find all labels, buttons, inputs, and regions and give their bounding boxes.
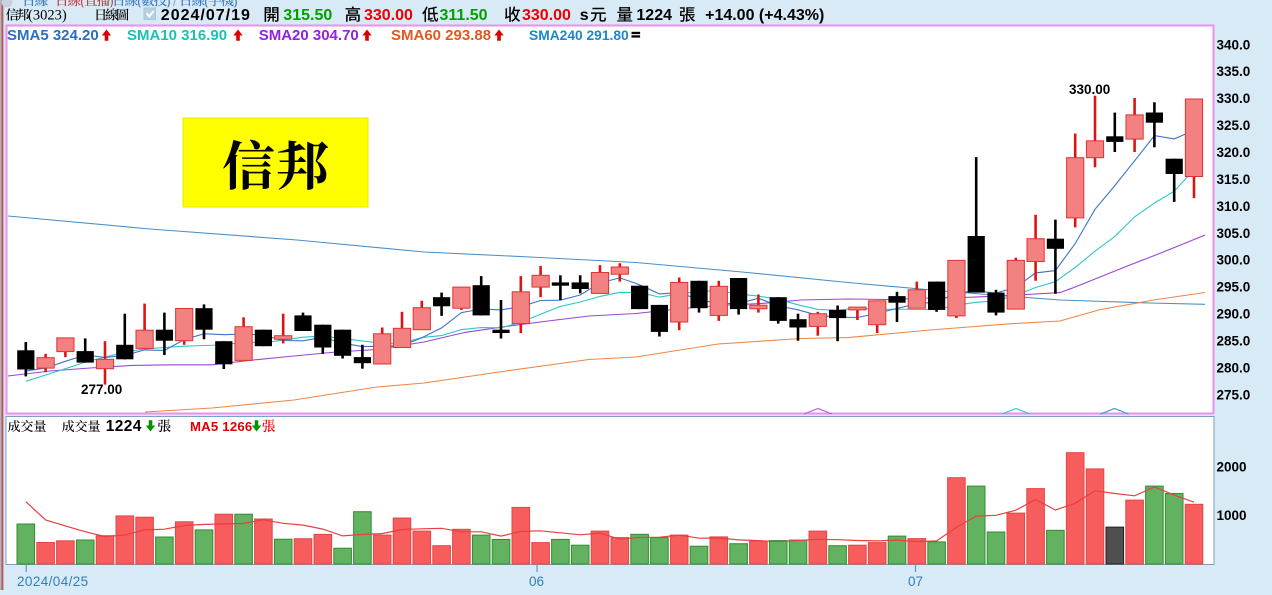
svg-text:300.0: 300.0 xyxy=(1217,253,1251,268)
svg-text:+14.00 (+4.43%): +14.00 (+4.43%) xyxy=(705,7,824,24)
svg-text:311.50: 311.50 xyxy=(440,7,488,24)
svg-text:330.0: 330.0 xyxy=(1217,91,1251,106)
svg-text:(: ( xyxy=(204,0,209,8)
svg-text:SMA240 291.80: SMA240 291.80 xyxy=(529,28,629,43)
svg-text:310.0: 310.0 xyxy=(1217,199,1251,214)
svg-text:285.0: 285.0 xyxy=(1217,334,1251,349)
svg-text:/: / xyxy=(173,0,177,9)
svg-text:SMA5 324.20: SMA5 324.20 xyxy=(7,27,99,44)
svg-text:): ) xyxy=(166,0,171,8)
svg-text:315.0: 315.0 xyxy=(1217,172,1251,187)
svg-text:06: 06 xyxy=(529,574,544,589)
svg-text:): ) xyxy=(233,0,238,8)
svg-text:): ) xyxy=(109,0,114,8)
svg-text:/: / xyxy=(106,0,110,9)
svg-text:340.0: 340.0 xyxy=(1217,37,1251,52)
svg-text:/: / xyxy=(44,0,48,9)
svg-text:MA5 1266: MA5 1266 xyxy=(190,419,252,434)
svg-text:290.0: 290.0 xyxy=(1217,307,1251,322)
svg-text:SMA20 304.70: SMA20 304.70 xyxy=(259,27,359,44)
svg-text:335.0: 335.0 xyxy=(1217,64,1251,79)
svg-text:2000: 2000 xyxy=(1217,460,1247,475)
svg-text:315.50: 315.50 xyxy=(283,7,332,24)
svg-text:330.00: 330.00 xyxy=(1069,82,1110,97)
svg-text:2024/07/19: 2024/07/19 xyxy=(161,7,251,24)
svg-text:275.0: 275.0 xyxy=(1217,387,1251,402)
svg-text:320.0: 320.0 xyxy=(1217,145,1251,160)
svg-text:1000: 1000 xyxy=(1217,508,1247,523)
svg-text:330.00: 330.00 xyxy=(364,7,413,24)
svg-text:SMA60 293.88: SMA60 293.88 xyxy=(391,27,491,44)
svg-text:07: 07 xyxy=(908,574,923,589)
svg-text:(: ( xyxy=(137,0,142,8)
svg-text:s: s xyxy=(580,7,589,24)
svg-text:SMA10 316.90: SMA10 316.90 xyxy=(127,27,227,44)
svg-text:1224: 1224 xyxy=(636,7,672,24)
svg-text:295.0: 295.0 xyxy=(1217,280,1251,295)
svg-text:277.00: 277.00 xyxy=(81,382,122,397)
svg-text:325.0: 325.0 xyxy=(1217,118,1251,133)
svg-text:(3023): (3023) xyxy=(28,8,67,24)
svg-text:280.0: 280.0 xyxy=(1217,360,1251,375)
svg-text:(: ( xyxy=(80,0,85,8)
svg-text:2024/04/25: 2024/04/25 xyxy=(17,574,89,589)
svg-text:1224: 1224 xyxy=(106,418,142,435)
svg-text:305.0: 305.0 xyxy=(1217,226,1251,241)
svg-text:330.00: 330.00 xyxy=(522,7,571,24)
